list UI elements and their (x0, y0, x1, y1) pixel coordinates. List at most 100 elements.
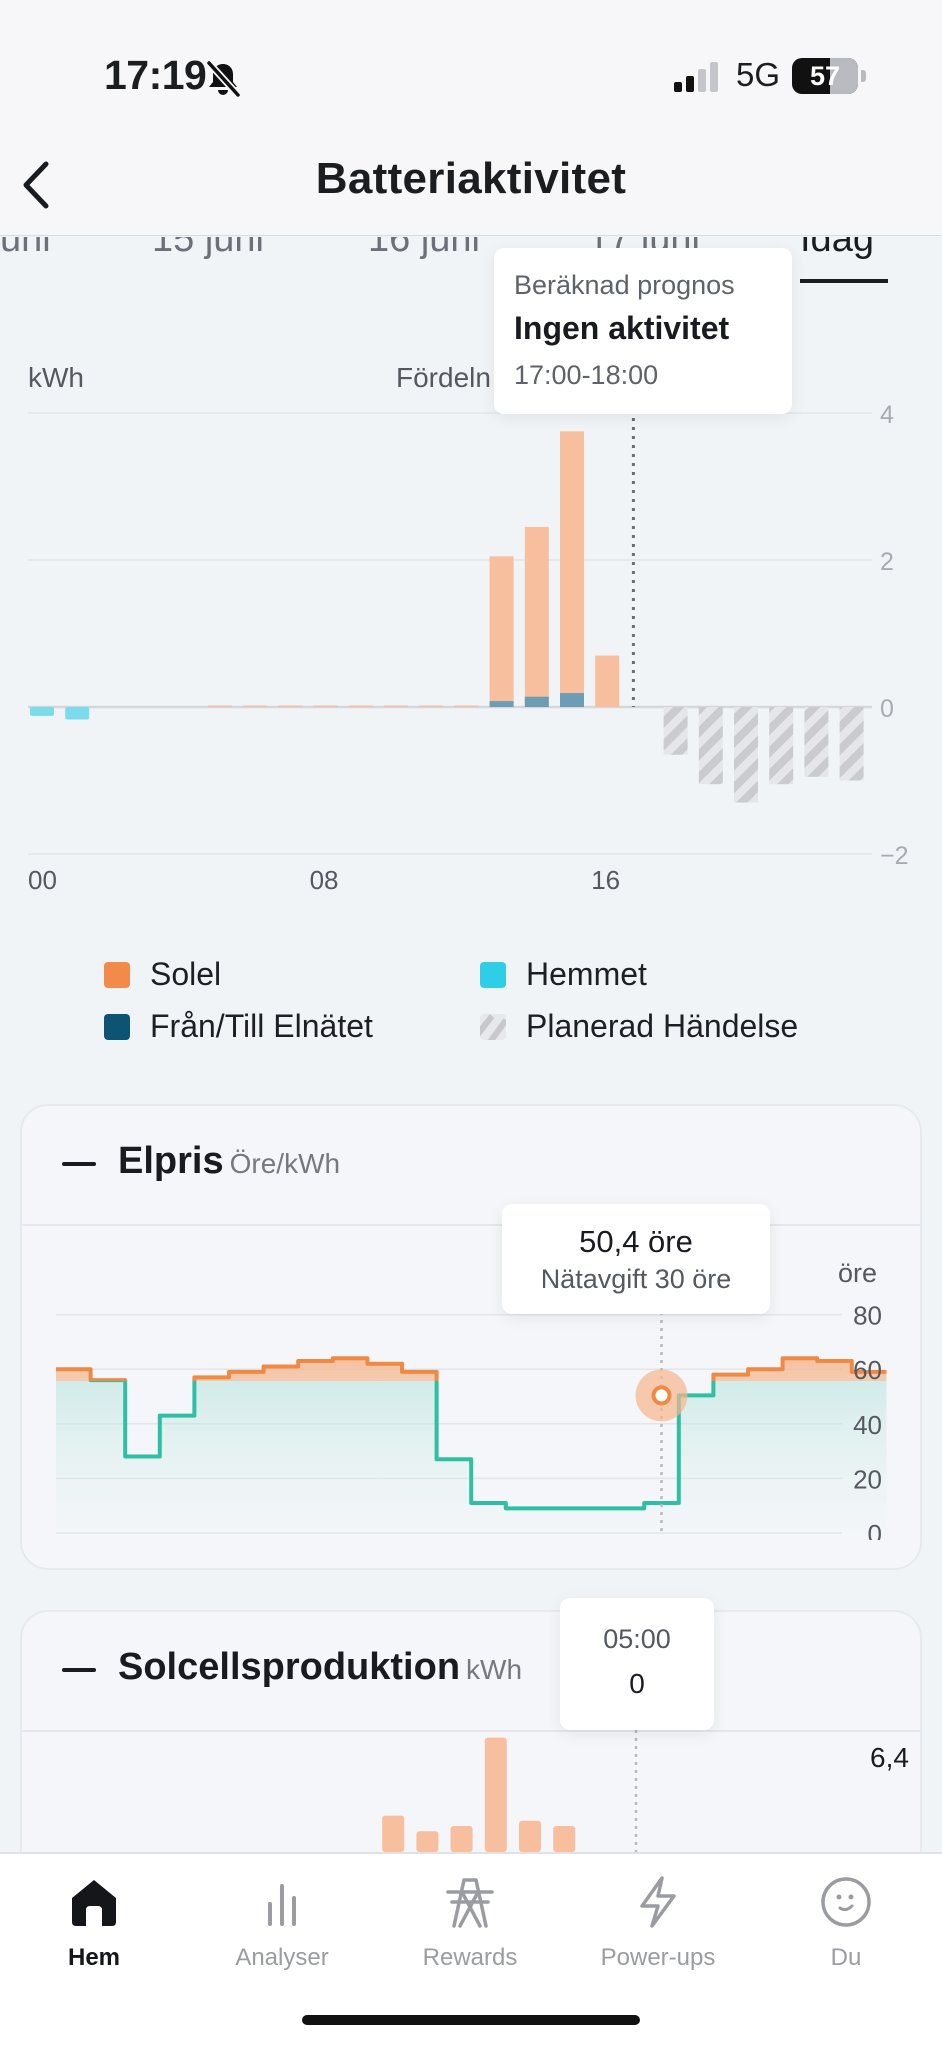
grid-bar (524, 696, 549, 707)
planned-bar (804, 707, 829, 777)
nav-item-analyser[interactable]: Analyser (188, 1874, 376, 1972)
solar-unit: kWh (466, 1654, 523, 1685)
y-tick-label: 0 (880, 695, 894, 723)
battery-level: 57 (809, 61, 841, 91)
legend-item-grid: Från/Till Elnätet (104, 1008, 373, 1045)
nav-label: Analyser (235, 1944, 329, 1971)
card-divider (22, 1224, 920, 1226)
y-tick-label: −2 (880, 842, 909, 870)
price-y-unit: öre (838, 1258, 878, 1288)
price-area-low (56, 1381, 887, 1533)
y-tick-label: 80 (853, 1301, 882, 1331)
solel-bar (454, 705, 479, 707)
lightning-icon (640, 1876, 676, 1928)
solar-tooltip: 05:00 0 (560, 1598, 714, 1730)
legend-item-planned: Planerad Händelse (480, 1008, 798, 1045)
legend-swatch (104, 1013, 130, 1040)
back-arrow-icon[interactable] (18, 160, 54, 210)
signal-icon (674, 62, 718, 92)
battery-tip (861, 70, 866, 82)
collapse-icon[interactable] (62, 1162, 96, 1166)
app-header: 17:19 5G 57 Batteriaktivitet (0, 0, 942, 236)
grid-bar (489, 701, 514, 707)
solar-title-text: Solcellsproduktion (118, 1646, 461, 1688)
planned-bar (698, 707, 723, 785)
x-tick-label: 00 (28, 865, 57, 895)
page-title: Batteriaktivitet (315, 154, 627, 203)
tab-today[interactable]: Idag (800, 237, 874, 260)
y-tick-label: 20 (853, 1464, 882, 1494)
y-tick-label: 40 (853, 1410, 882, 1440)
price-title-text: Elpris (118, 1140, 224, 1182)
tooltip-title: Ingen aktivitet (514, 310, 730, 346)
tooltip-subtitle: Beräknad prognos (514, 270, 735, 300)
face-icon (821, 1877, 871, 1927)
tab-selected-indicator (800, 279, 888, 283)
planned-bar (769, 707, 794, 785)
price-unit: Öre/kWh (229, 1148, 341, 1179)
solar-max-label: 6,4 (870, 1742, 909, 1773)
bar-chart-icon (268, 1884, 296, 1926)
card-divider (22, 1730, 920, 1732)
chart-mode-label[interactable]: Fördeln (396, 362, 491, 393)
price-tooltip-value: 50,4 öre (579, 1224, 693, 1259)
tab-date-1[interactable]: 15 juni (152, 237, 264, 260)
home-bar (65, 707, 90, 720)
tab-date-0[interactable]: uni (0, 237, 51, 260)
battery-chart-tooltip: Beräknad prognos Ingen aktivitet 17:00-1… (494, 248, 792, 414)
legend-label: Planerad Händelse (526, 1008, 799, 1044)
pylon-icon (446, 1878, 494, 1928)
solel-bar (278, 705, 303, 707)
solel-bar (560, 431, 584, 707)
x-tick-label: 16 (591, 865, 620, 895)
planned-bar (734, 707, 758, 803)
legend-swatch-hatched (480, 1013, 506, 1040)
legend-swatch (104, 961, 130, 988)
tooltip-range: 17:00-18:00 (514, 360, 659, 390)
legend-item-hemmet: Hemmet (480, 956, 647, 993)
nav-item-du[interactable]: Du (752, 1874, 940, 1972)
legend-label: Från/Till Elnätet (150, 1008, 373, 1044)
solar-bar (553, 1826, 576, 1852)
collapse-icon[interactable] (62, 1668, 96, 1672)
solar-bar (450, 1826, 473, 1852)
price-tooltip: 50,4 öre Nätavgift 30 öre (502, 1204, 770, 1314)
solel-bar (243, 705, 268, 707)
home-indicator (302, 2015, 640, 2025)
nav-item-power-ups[interactable]: Power-ups (564, 1874, 752, 1972)
legend-swatch (480, 961, 506, 988)
solar-card-title: Solcellsproduktion kWh (118, 1646, 522, 1689)
x-tick-label: 08 (310, 865, 339, 895)
nav-label: Du (830, 1944, 862, 1971)
bell-muted-icon (206, 60, 241, 98)
nav-item-rewards[interactable]: Rewards (376, 1874, 564, 1972)
home-icon (72, 1880, 116, 1926)
legend-item-solel: Solel (104, 956, 221, 993)
nav-label: Hem (67, 1944, 121, 1971)
battery-activity-chart[interactable]: 4 2 0 −2 00 08 16 (0, 380, 942, 900)
grid-bar (560, 693, 584, 707)
solar-bar (519, 1820, 541, 1852)
solar-tooltip-time: 05:00 (603, 1624, 671, 1654)
price-line-low (88, 1381, 716, 1511)
solel-bar (348, 705, 373, 707)
network-type: 5G (736, 56, 781, 93)
nav-item-hem[interactable]: Hem (0, 1874, 188, 1972)
solel-bar (489, 556, 514, 707)
battery-icon: 57 (792, 58, 858, 94)
date-tabs: uni 15 juni 16 juni 17 juni Idag (0, 237, 942, 307)
price-marker-dot (651, 1385, 672, 1406)
planned-bar (839, 707, 864, 781)
status-time: 17:19 (104, 52, 207, 98)
solel-bar (313, 705, 338, 707)
price-card-title: Elpris Öre/kWh (118, 1140, 340, 1183)
y-tick-label: 2 (880, 548, 894, 576)
solar-bar (416, 1831, 439, 1852)
home-bar (30, 707, 54, 716)
price-chart[interactable]: 80 60 40 20 0 (0, 1290, 942, 1540)
price-area-high (56, 1358, 887, 1381)
tab-date-2[interactable]: 16 juni (368, 237, 480, 260)
solar-chart[interactable] (0, 1730, 942, 1852)
solar-bar (382, 1815, 405, 1852)
planned-bar (663, 707, 688, 755)
